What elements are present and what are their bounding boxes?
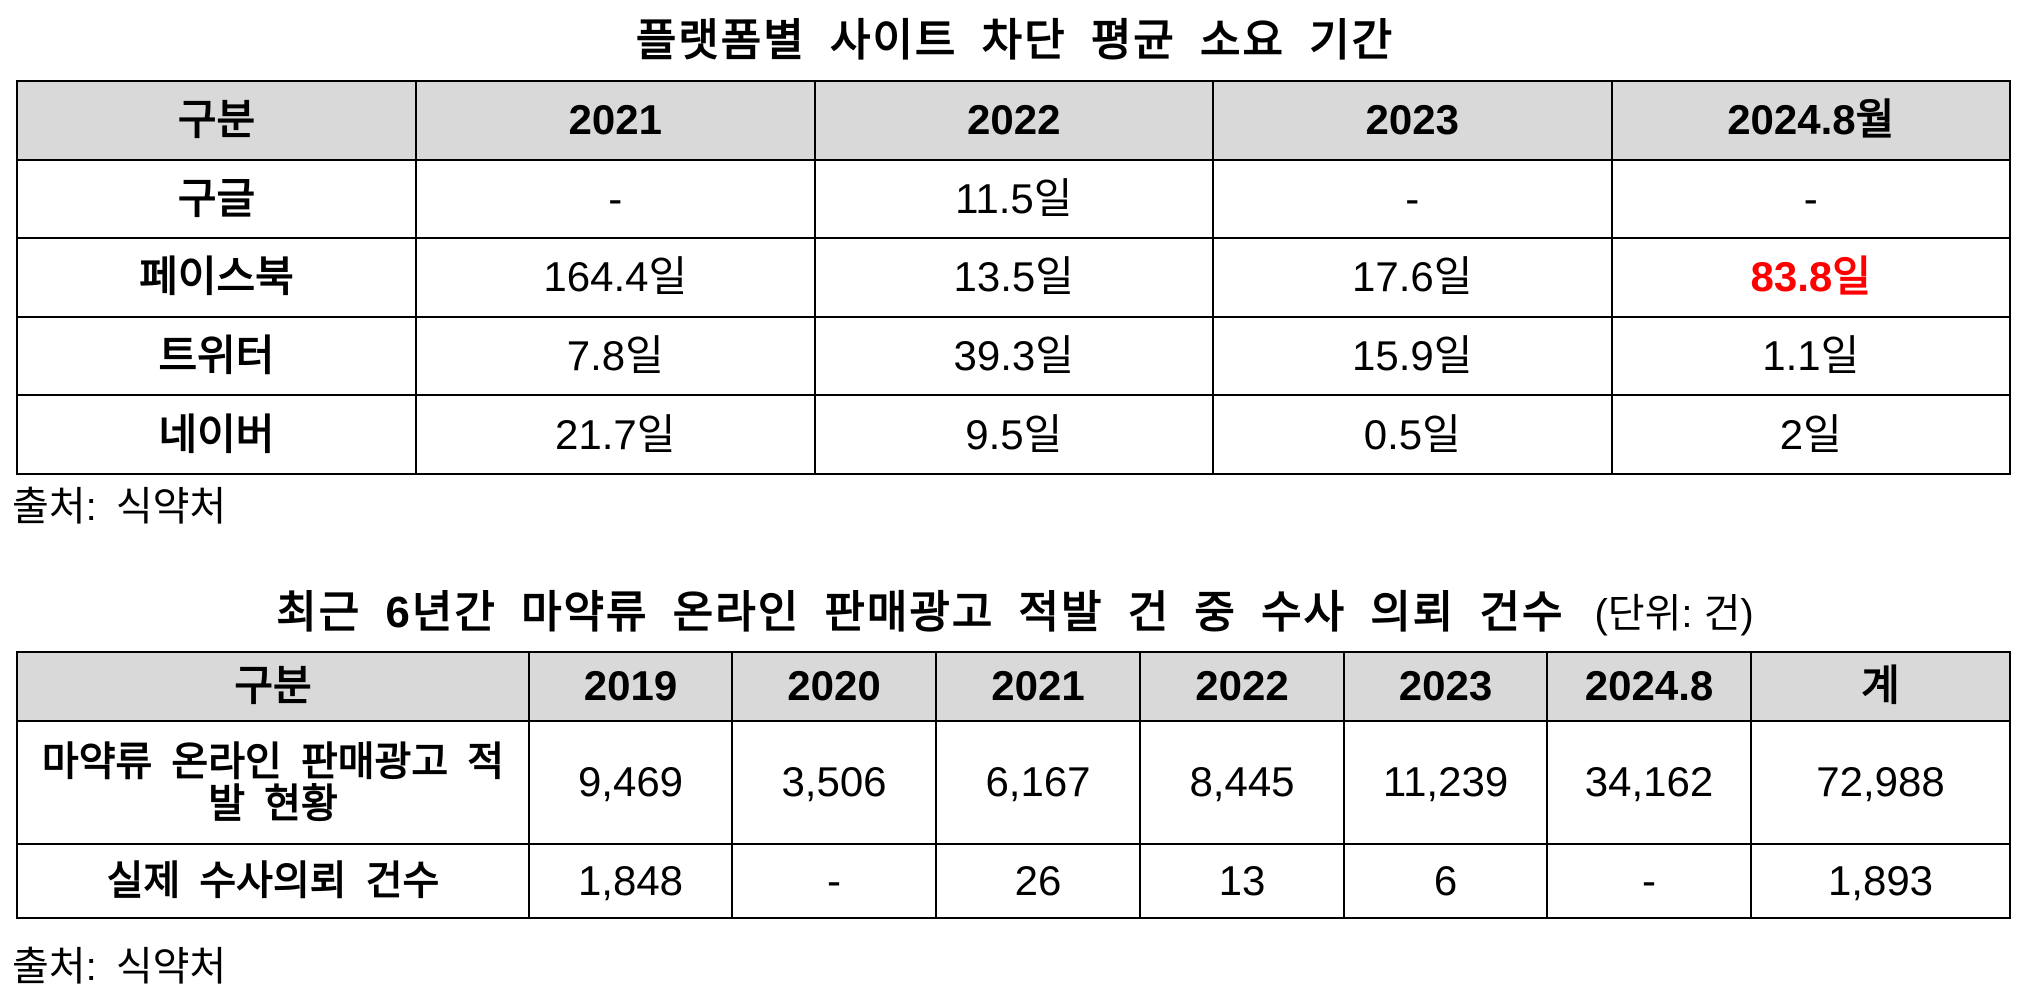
table-title: 플랫폼별 사이트 차단 평균 소요 기간	[635, 16, 1395, 65]
table-cell: 9,469	[528, 720, 733, 845]
table-cell: 15.9일	[1212, 315, 1613, 397]
header-cell: 계	[1750, 651, 2011, 722]
header-cell: 구분	[16, 80, 417, 161]
header-cell: 2024.8	[1546, 651, 1752, 722]
table-cell: 26	[935, 843, 1141, 919]
row-label: 페이스북	[16, 237, 417, 318]
table-cell: 83.8일	[1610, 237, 2011, 318]
header-cell: 2021	[415, 80, 816, 161]
table-row: 실제 수사의뢰 건수 1,848-26 13 6-1,893	[16, 843, 2011, 919]
table-row: 네이버 21.7일 9.5일 0.5일 2일	[16, 394, 2011, 475]
table-cell: 6,167	[935, 720, 1141, 845]
table-cell: 21.7일	[415, 394, 816, 475]
table-cell: 34,162	[1546, 720, 1752, 845]
table-cell: 7.8일	[415, 315, 816, 397]
table-cell: 72,988	[1750, 720, 2011, 845]
table-cell: 13	[1139, 843, 1345, 919]
table-cell: 8,445	[1139, 720, 1345, 845]
header-cell: 2019	[528, 651, 733, 722]
header-cell: 2023	[1212, 80, 1613, 161]
row-label: 네이버	[16, 394, 417, 475]
header-row: 구분 2021 2022 2023 2024.8월	[16, 80, 2011, 161]
header-cell: 2024.8월	[1610, 80, 2011, 161]
table-cell: -	[731, 843, 937, 919]
row-label: 마약류 온라인 판매광고 적발 현황	[16, 720, 530, 845]
table-cell: 164.4일	[415, 237, 816, 318]
table-row: 페이스북 164.4일 13.5일 17.6일 83.8일	[16, 237, 2011, 318]
header-row: 구분 2019 2020 2021 2022 2023 2024.8 계	[16, 651, 2011, 722]
table-row: 구글 -11.5일 - -	[16, 158, 2011, 240]
table-title: 최근 6년간 마약류 온라인 판매광고 적발 건 중 수사 의뢰 건수	[276, 588, 1565, 637]
table-cell: 39.3일	[813, 315, 1214, 397]
header-cell: 2020	[731, 651, 937, 722]
table-cell: 1.1일	[1610, 315, 2011, 397]
table-cell: 9.5일	[813, 394, 1214, 475]
header-cell: 2022	[1139, 651, 1345, 722]
table-cell: 11,239	[1343, 720, 1548, 845]
header-cell: 2023	[1343, 651, 1548, 722]
header-cell: 2021	[935, 651, 1141, 722]
table-row: 트위터 7.8일 39.3일 15.9일 1.1일	[16, 315, 2011, 397]
table-cell: 0.5일	[1212, 394, 1613, 475]
header-cell: 구분	[16, 651, 530, 722]
table-cell: -	[1212, 158, 1613, 240]
header-cell: 2022	[813, 80, 1214, 161]
row-label: 실제 수사의뢰 건수	[16, 843, 530, 919]
row-label: 트위터	[16, 315, 417, 397]
table: 구분 2019 2020 2021 2022 2023 2024.8 계 마약류 온라인 판매광…	[16, 651, 2011, 919]
table-cell: 17.6일	[1212, 237, 1613, 318]
unit-note: (단위: 건)	[1594, 592, 1754, 636]
table-cell: -	[1546, 843, 1752, 919]
table-cell: 11.5일	[813, 158, 1214, 240]
table-cell: 2일	[1610, 394, 2011, 475]
table-cell: -	[415, 158, 816, 240]
row-label: 구글	[16, 158, 417, 240]
table-cell: 3,506	[731, 720, 937, 845]
table-cell: -	[1610, 158, 2011, 240]
table: 구분 2021 2022 2023 2024.8월 구글 -11.5일 - - 페이스북 164.4…	[16, 80, 2011, 475]
table-title-row: 최근 6년간 마약류 온라인 판매광고 적발 건 중 수사 의뢰 건수 (단위: …	[0, 576, 2030, 640]
source-note: 출처: 식약처	[12, 945, 227, 989]
table-row: 마약류 온라인 판매광고 적발 현황 9,469 3,506 6,167 8,445 11…	[16, 720, 2011, 845]
table-cell: 1,848	[528, 843, 733, 919]
table-cell: 6	[1343, 843, 1548, 919]
table-cell: 1,893	[1750, 843, 2011, 919]
source-note: 출처: 식약처	[12, 485, 227, 529]
table-cell: 13.5일	[813, 237, 1214, 318]
